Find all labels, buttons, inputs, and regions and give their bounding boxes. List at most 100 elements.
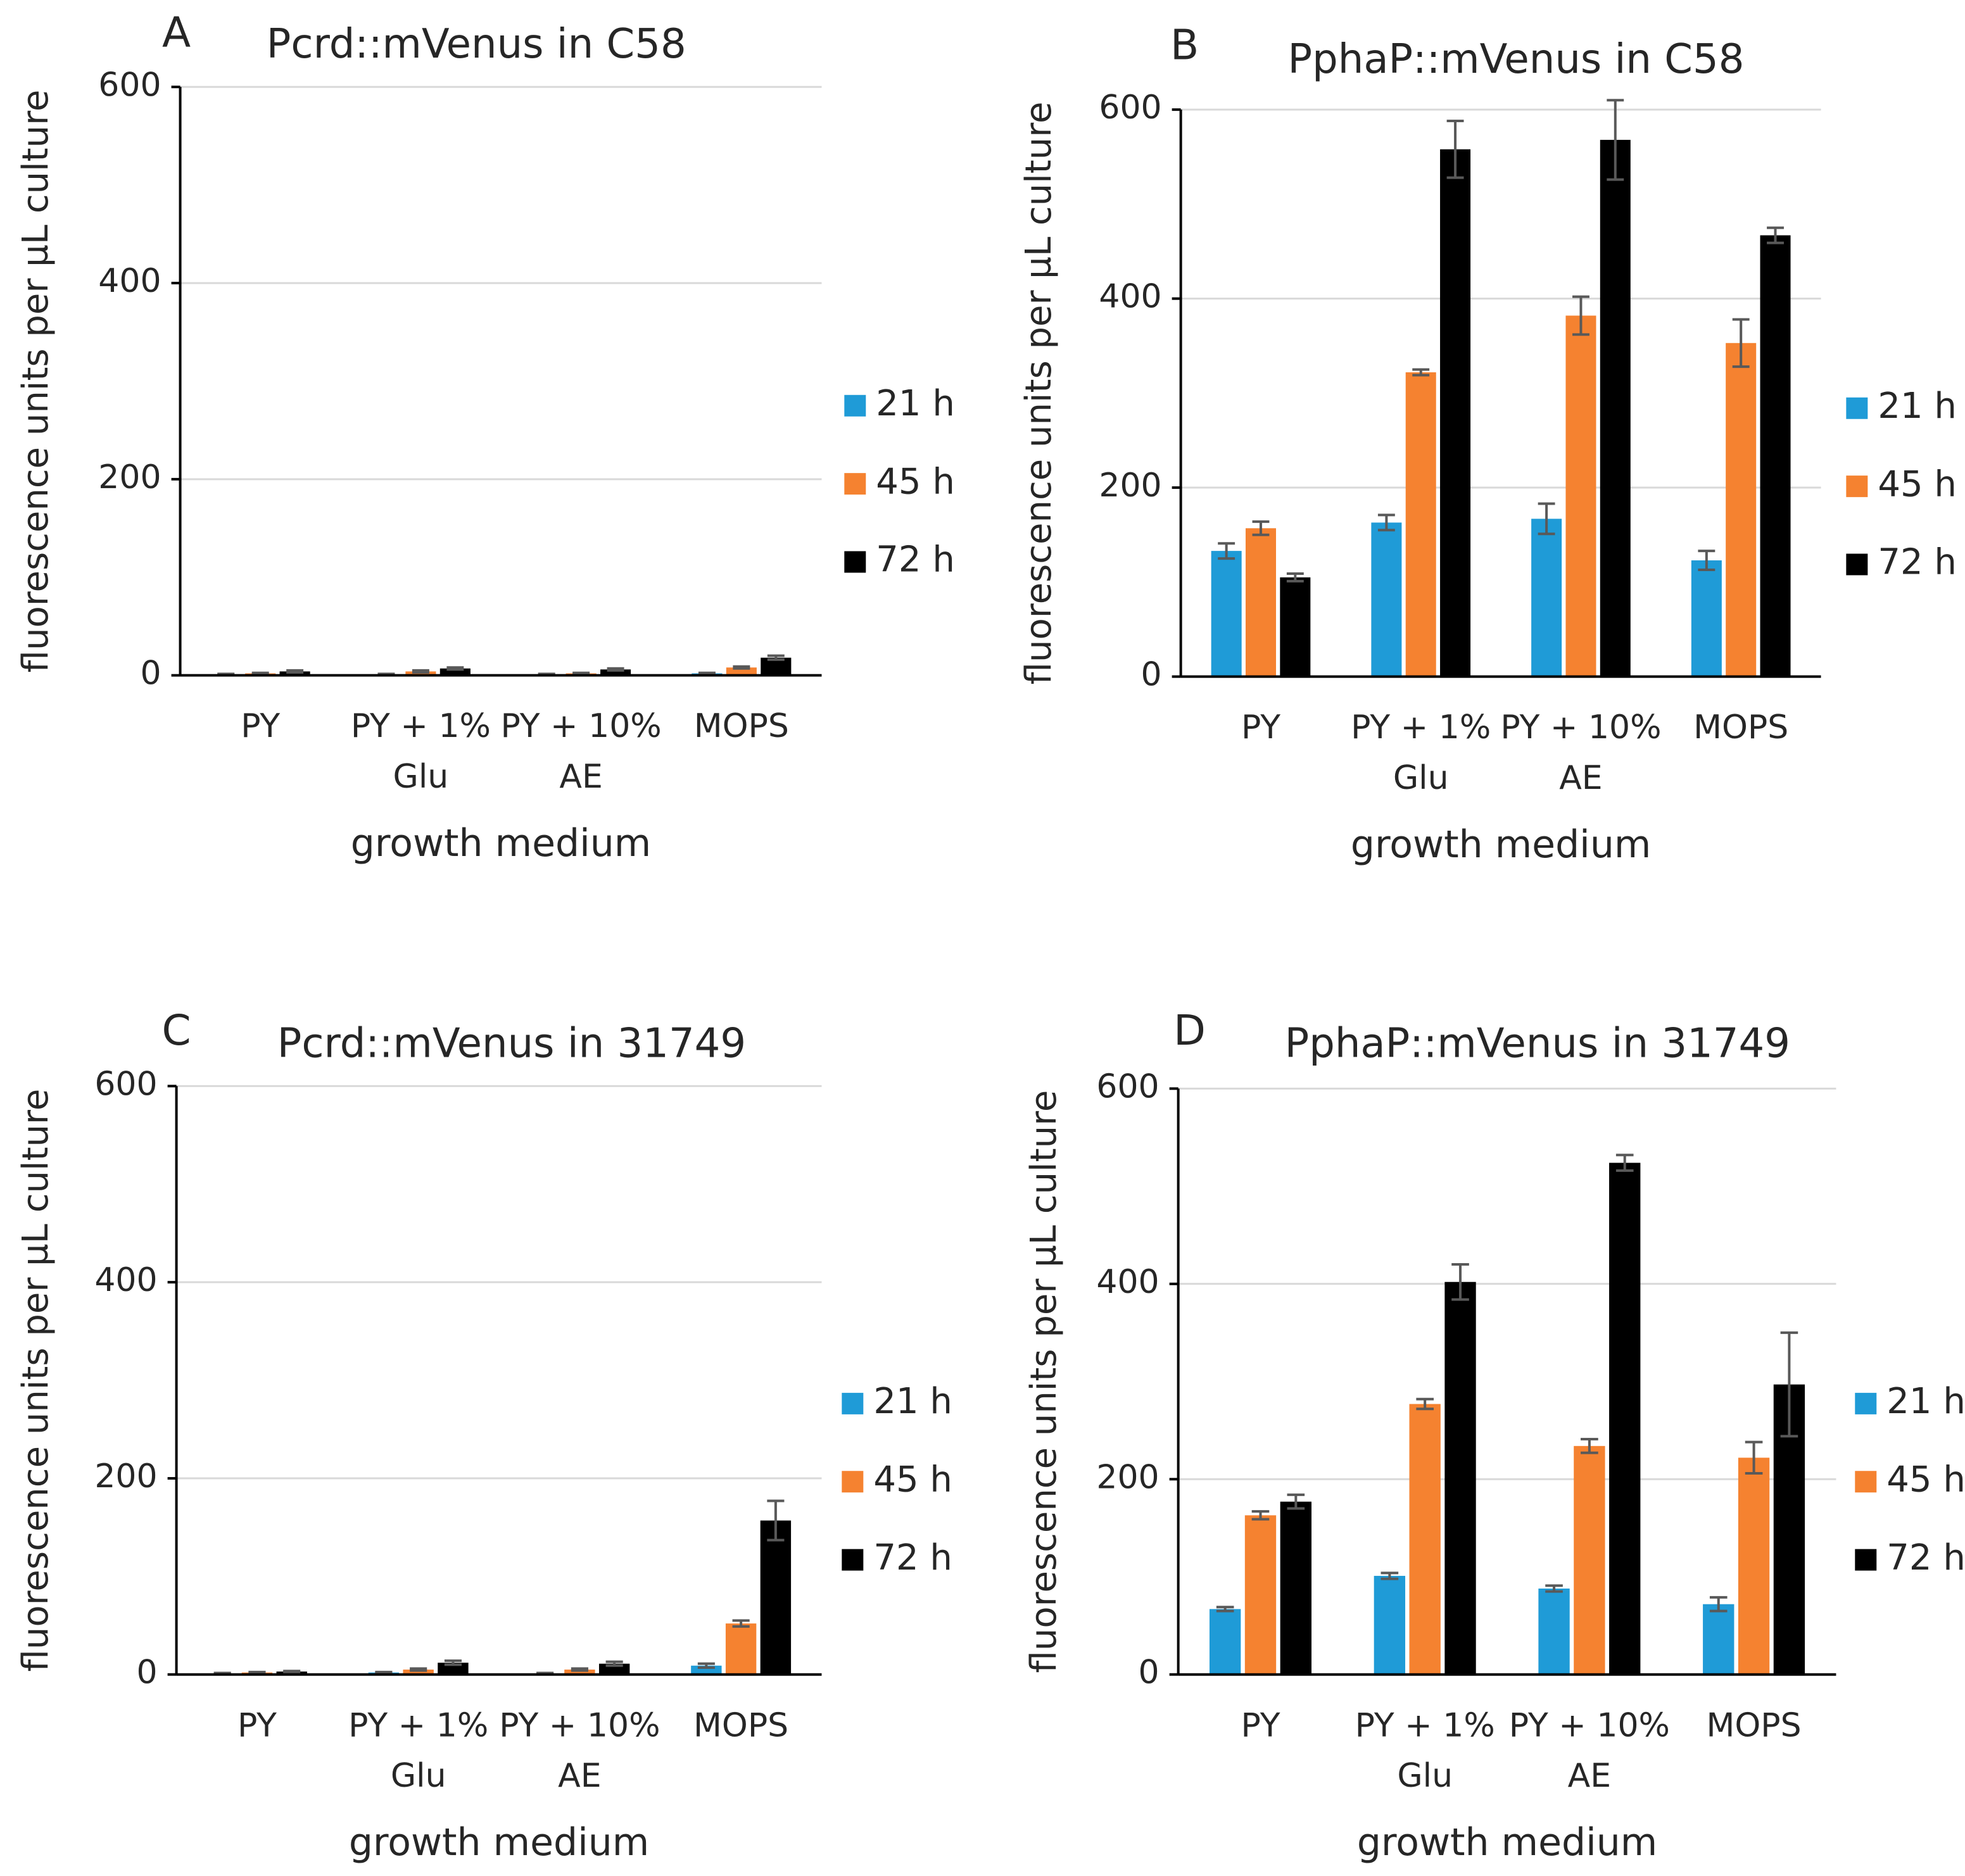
error-bar: [1767, 226, 1784, 244]
x-tick-label: MOPS: [1706, 1706, 1801, 1744]
chart-title: PphaP::mVenus in C58: [1288, 36, 1745, 83]
bar: [1280, 577, 1311, 677]
y-tick-label: 600: [1099, 89, 1161, 127]
x-axis-label: growth medium: [349, 1820, 649, 1865]
error-bar: [1286, 572, 1304, 582]
x-tick-label: PY + 1% Glu: [351, 707, 491, 796]
x-tick-label: PY + 1% Glu: [1351, 708, 1491, 797]
legend-swatch: [844, 394, 866, 417]
error-bar: [1451, 1262, 1469, 1301]
error-bar: [767, 654, 785, 661]
bar: [1280, 1501, 1312, 1675]
error-bar: [1218, 542, 1235, 560]
error-bar: [1252, 520, 1270, 536]
bar: [1374, 1575, 1406, 1675]
x-tick-label: MOPS: [693, 1706, 788, 1744]
y-tick-label: 600: [98, 66, 161, 104]
error-bar: [571, 1667, 588, 1672]
bar: [1209, 1609, 1241, 1675]
legend-swatch: [1855, 1392, 1877, 1414]
y-tick-label: 0: [140, 655, 161, 693]
x-axis-label: growth medium: [1351, 822, 1651, 867]
error-bar: [1381, 1571, 1399, 1580]
error-bar: [251, 671, 269, 676]
x-tick-label: PY + 10% AE: [1500, 708, 1661, 797]
bar: [1609, 1162, 1641, 1675]
bar: [564, 1669, 595, 1675]
error-bar: [283, 1670, 301, 1673]
legend-swatch: [1846, 397, 1868, 419]
error-bar: [1732, 318, 1750, 368]
bar: [439, 668, 471, 676]
legend-label: 21 h: [1886, 1381, 1965, 1422]
bar: [1531, 519, 1562, 677]
legend-label: 72 h: [873, 1537, 952, 1578]
error-bar: [572, 671, 590, 676]
y-axis-label: fluorescence units per µL culture: [1023, 1090, 1065, 1673]
error-bar: [733, 665, 750, 670]
error-bar: [1216, 1606, 1234, 1613]
error-bar: [1545, 1584, 1563, 1593]
bar: [1245, 528, 1277, 677]
x-tick-label: PY + 10% AE: [1509, 1706, 1670, 1795]
error-bar: [607, 667, 624, 672]
error-bar: [1607, 99, 1624, 181]
error-bar: [732, 1619, 750, 1628]
y-tick-label: 400: [1099, 278, 1161, 316]
bar: [1440, 149, 1471, 677]
error-bar: [1581, 1438, 1598, 1454]
x-tick-label: PY: [237, 1706, 277, 1744]
bar: [1405, 372, 1436, 677]
bar: [1760, 235, 1791, 677]
legend-label: 72 h: [1878, 542, 1957, 583]
bar: [1371, 522, 1402, 677]
bar: [600, 669, 631, 676]
panel-letter: D: [1173, 1006, 1206, 1055]
x-axis-label: growth medium: [351, 821, 651, 866]
chart-title: PphaP::mVenus in 31749: [1285, 1020, 1790, 1067]
error-bar: [697, 1662, 715, 1669]
bar: [725, 1623, 757, 1675]
x-tick-label: PY + 10% AE: [499, 1706, 660, 1795]
panel-letter: C: [162, 1006, 191, 1055]
y-axis-label: fluorescence units per µL culture: [1018, 102, 1059, 685]
y-tick-label: 400: [98, 262, 161, 300]
error-bar: [1780, 1331, 1798, 1438]
error-bar: [1377, 513, 1395, 532]
y-tick-label: 200: [1099, 467, 1161, 505]
error-bar: [1572, 295, 1589, 336]
x-tick-label: PY: [241, 707, 280, 745]
legend-label: 45 h: [1878, 463, 1957, 505]
bar: [1703, 1604, 1734, 1675]
bar: [403, 1669, 434, 1675]
error-bar: [1416, 1397, 1434, 1411]
x-tick-label: PY: [1241, 708, 1280, 746]
x-tick-label: MOPS: [1693, 708, 1788, 746]
legend-label: 45 h: [1886, 1459, 1965, 1500]
bar: [1691, 560, 1722, 677]
y-axis-label: fluorescence units per µL culture: [15, 1089, 56, 1672]
error-bar: [286, 669, 304, 674]
legend-label: 21 h: [873, 1381, 952, 1422]
chart-title: Pcrd::mVenus in 31749: [277, 1020, 746, 1067]
legend-label: 21 h: [876, 383, 955, 424]
legend-label: 45 h: [873, 1459, 952, 1500]
error-bar: [1251, 1510, 1270, 1521]
x-tick-label: PY: [1241, 1706, 1280, 1744]
bar: [1600, 139, 1631, 677]
x-tick-label: PY + 1% Glu: [1355, 1706, 1495, 1795]
error-bar: [1538, 502, 1555, 536]
x-tick-label: PY + 10% AE: [501, 707, 662, 796]
legend-label: 72 h: [876, 539, 955, 581]
legend-label: 21 h: [1878, 386, 1957, 427]
y-tick-label: 400: [1096, 1263, 1159, 1301]
legend-swatch: [1846, 553, 1868, 576]
error-bar: [1412, 368, 1430, 377]
x-tick-label: PY + 1% Glu: [348, 1706, 488, 1795]
legend-swatch: [842, 1392, 864, 1414]
